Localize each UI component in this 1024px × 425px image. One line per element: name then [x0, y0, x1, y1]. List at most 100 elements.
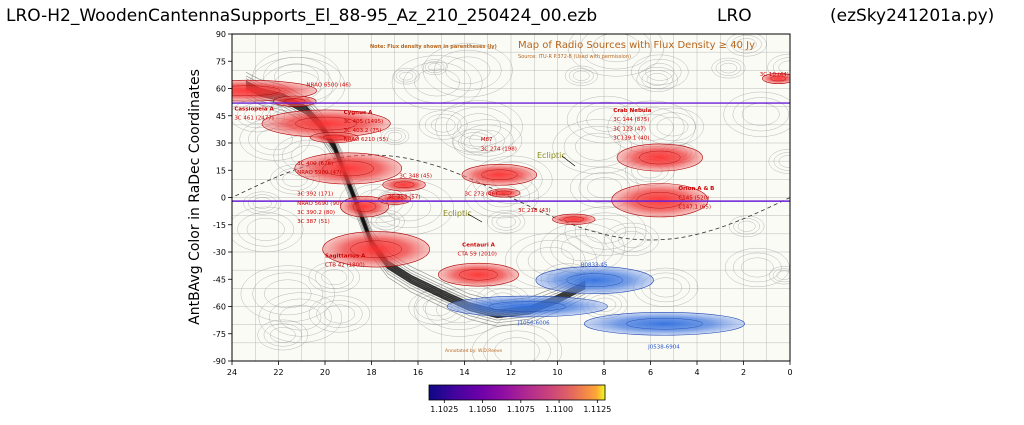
background-contour: [248, 194, 277, 212]
source-label: NRAO 6500 (46): [306, 83, 351, 89]
source-blob-fill: [552, 213, 596, 225]
source-blob-fill: [294, 152, 403, 185]
y-tick-label: 45: [216, 112, 226, 121]
background-contour: [715, 60, 742, 76]
ecliptic-label-left: Ecliptic: [443, 209, 472, 218]
background-contour: [736, 38, 757, 51]
background-contour: [592, 34, 641, 63]
background-contour: [232, 206, 304, 253]
source-label: 3C 274 (198): [481, 146, 517, 152]
source-label: 3C 400 (676): [297, 161, 333, 167]
source-label: 3C 348 (45): [399, 174, 432, 180]
background-contour: [282, 171, 308, 187]
source-blob-core: [625, 318, 704, 330]
background-contour: [645, 63, 675, 81]
source-blob-fill: [461, 164, 538, 186]
source-blob: [611, 183, 709, 218]
source-blob: [552, 213, 596, 225]
background-contour: [778, 155, 790, 168]
background-contour: [435, 100, 523, 154]
background-contour: [258, 292, 342, 343]
program-title: (ezSky241201a.py): [830, 6, 995, 26]
source-blob: [487, 188, 521, 198]
background-contour: [568, 34, 665, 77]
source-blob: [273, 95, 317, 107]
background-contour: [617, 231, 646, 248]
background-contour: [776, 270, 790, 280]
background-contour: [399, 71, 414, 81]
y-tick-label: 15: [216, 166, 226, 175]
y-tick-label: -75: [213, 330, 226, 339]
background-contour: [424, 61, 445, 74]
source-label: Crab Nebula: [613, 108, 651, 114]
background-contour: [737, 220, 756, 232]
source-blob-core: [393, 181, 415, 189]
source-blob: [446, 295, 608, 318]
background-contour: [316, 300, 363, 328]
x-tick-label: 4: [694, 368, 699, 377]
source-label: 3C 390.2 (80): [297, 210, 335, 216]
background-contour: [491, 213, 521, 231]
map-title: Map of Radio Sources with Flux Density ≥…: [518, 40, 755, 51]
source-label: 3C 353 (57): [388, 194, 421, 200]
source-label: 3C 10 (44): [760, 72, 789, 78]
background-contour: [446, 106, 512, 147]
background-contour: [732, 97, 789, 132]
source-label: 3C 461 (2477): [234, 115, 274, 121]
background-contour: [483, 330, 551, 361]
map-source: Source: ITU-R P.372-8 (Used with permiss…: [518, 54, 631, 60]
source-annotations: Cassiopeia A 3C 461 (2477) NRAO 6500 (46) C…: [234, 72, 789, 350]
source-label: 3C 273 (46): [465, 192, 498, 198]
background-contour: [246, 217, 285, 241]
background-contour: [240, 265, 335, 323]
background-contour: [733, 218, 760, 235]
source-label: 3C 387 (51): [297, 219, 330, 225]
background-contour: [494, 337, 540, 361]
background-contour: [414, 68, 460, 97]
background-contour: [384, 129, 406, 143]
background-contour: [424, 113, 462, 136]
source-blob: [322, 231, 430, 268]
background-contour: [418, 110, 468, 140]
background-contour: [580, 34, 653, 70]
background-contour: [585, 218, 627, 244]
background-contour: [731, 35, 762, 54]
background-contour: [573, 70, 590, 81]
source-blob-core: [322, 134, 347, 141]
background-contour: [649, 277, 683, 298]
background-contour: [257, 319, 309, 351]
source-label: NRAO 6210 (55): [344, 137, 389, 143]
background-contour: [732, 252, 782, 283]
source-label: Sagittarius A: [325, 253, 366, 259]
ecliptic-label-right: Ecliptic: [537, 151, 566, 160]
background-contour: [741, 257, 774, 278]
background-contour: [243, 107, 272, 125]
ecliptic-pointer-left: [467, 213, 483, 223]
x-tick-label: 0: [787, 368, 792, 377]
source-blob-core: [639, 150, 681, 165]
background-contour: [469, 129, 505, 152]
radio-source-blobs: [232, 72, 790, 336]
background-contour: [421, 59, 448, 75]
colorbar-tick-label: 1.1125: [583, 405, 611, 414]
ecliptic-pointer-right: [561, 155, 576, 167]
background-contour: [611, 226, 653, 252]
y-axis-ticks: 90 75 60 45 30 15 0 -15 -30 -45 -60 -75 -90: [213, 30, 232, 366]
colorbar-tick-label: 1.1075: [507, 405, 535, 414]
map-credit: Annotated by: W.D.Reeve: [445, 348, 502, 354]
x-tick-label: 22: [273, 368, 283, 377]
background-contour: [279, 304, 322, 331]
source-blob-fill: [535, 266, 654, 295]
background-contour: [636, 67, 678, 92]
background-contour: [726, 34, 767, 57]
source-blob-core: [350, 240, 402, 259]
source-label: NRAO 5980 (47): [297, 170, 342, 176]
source-blob-core: [566, 273, 624, 287]
background-contour: [646, 73, 668, 86]
source-label: CTB 42 (1800): [325, 263, 365, 269]
source-blob-core: [488, 301, 566, 312]
background-contour: [460, 124, 514, 157]
background-contour: [631, 54, 689, 90]
source-blob-fill: [762, 72, 790, 85]
background-contour: [434, 49, 502, 91]
